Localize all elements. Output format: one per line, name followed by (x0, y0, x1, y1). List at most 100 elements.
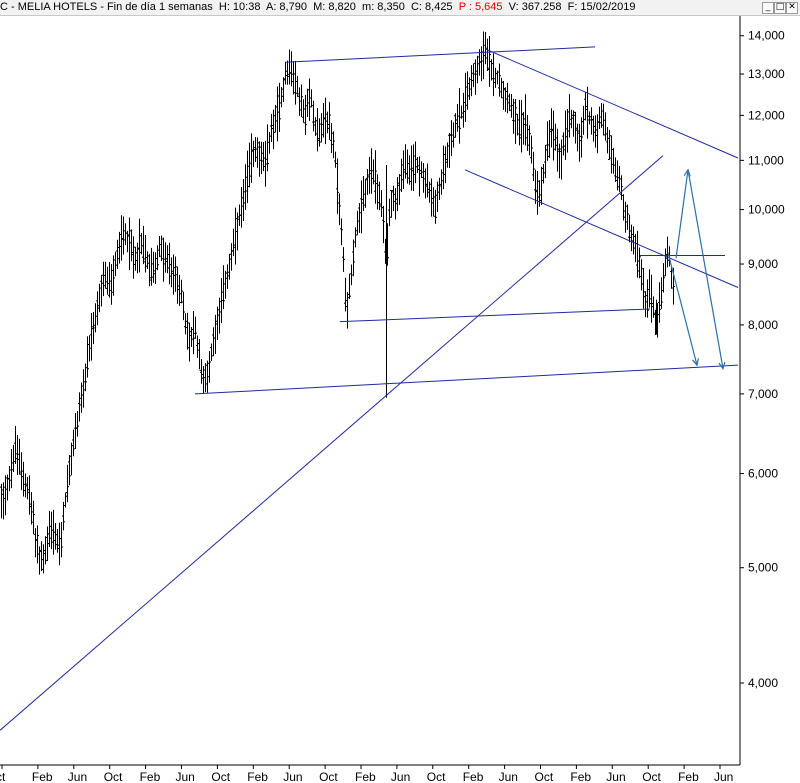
price-bar (162, 237, 165, 282)
change-value: P : 5,645 (458, 1, 503, 13)
price-bar (658, 282, 661, 323)
price-bar (468, 77, 471, 100)
price-bar (192, 311, 195, 355)
trendline (484, 48, 739, 159)
price-bar (300, 84, 303, 118)
price-bar (274, 104, 277, 133)
price-bar (574, 111, 577, 144)
price-bar (24, 473, 27, 498)
price-bar (374, 150, 377, 204)
close-button[interactable]: ✕ (786, 2, 798, 14)
price-bar (442, 145, 445, 190)
price-bar (78, 392, 81, 422)
price-bar (526, 115, 529, 151)
price-bar (666, 236, 669, 268)
price-bar (412, 144, 415, 192)
price-bar (158, 236, 161, 258)
price-bar (38, 546, 41, 575)
price-bar (96, 291, 99, 326)
price-bar (634, 233, 637, 263)
price-bar (126, 230, 129, 253)
price-bar (486, 38, 489, 72)
price-bar (120, 215, 123, 261)
price-bar (202, 365, 205, 393)
price-bar (610, 135, 613, 174)
price-bar (356, 210, 359, 236)
price-bar (170, 257, 173, 288)
trendline (464, 169, 739, 288)
price-bar (594, 115, 597, 148)
price-bar (408, 155, 411, 185)
minimize-button[interactable]: _ (762, 2, 774, 14)
price-bar (502, 80, 505, 110)
price-bar (286, 60, 289, 85)
price-bar (320, 113, 323, 143)
x-axis: ct Feb Jun Oct Feb Jun Oct Feb Jun Oct Feb Jun Oct Fe… (0, 764, 740, 783)
price-bar (108, 261, 111, 298)
price-bar (564, 110, 567, 160)
price-bar (214, 314, 217, 355)
price-bar (60, 522, 63, 558)
price-bar (478, 49, 481, 76)
price-bar (576, 123, 579, 152)
price-bar (138, 218, 141, 273)
price-bar (410, 145, 413, 191)
arrow-head (718, 361, 726, 371)
price-bar (12, 444, 15, 473)
price-bar (232, 228, 235, 257)
x-tick-label: Feb (140, 770, 161, 783)
price-bar (616, 160, 619, 191)
price-bar (628, 214, 631, 243)
price-bar (180, 279, 183, 304)
y-tick-label: 7,000 (748, 387, 778, 401)
price-bar (150, 247, 153, 286)
price-bar (452, 122, 455, 148)
price-bar (52, 509, 55, 555)
price-bar (568, 94, 571, 138)
price-bar (444, 146, 447, 184)
price-bar (72, 429, 75, 457)
price-bar (456, 103, 459, 132)
restore-button[interactable]: □ (774, 2, 786, 14)
price-bar (360, 180, 363, 234)
price-bar (102, 261, 105, 297)
price-bar (366, 169, 369, 195)
price-bar (446, 142, 449, 168)
price-bar (342, 247, 345, 272)
price-bar (132, 236, 135, 279)
price-bar (362, 175, 365, 212)
price-bar (582, 105, 585, 135)
price-bar (94, 303, 97, 333)
price-bar (182, 291, 185, 321)
price-bar (216, 306, 219, 341)
price-bar (244, 164, 247, 211)
price-bar (428, 181, 431, 203)
x-tick-label: Jun (283, 770, 302, 783)
price-bar (6, 474, 9, 501)
volume-value: V: 367.258 (508, 1, 562, 13)
price-bar (56, 529, 59, 553)
price-bar (262, 141, 265, 172)
price-bar (600, 103, 603, 128)
price-bar (198, 338, 201, 371)
price-bar (458, 88, 461, 144)
price-bar (42, 544, 45, 574)
x-tick-label: Jun (68, 770, 87, 783)
price-bar (62, 501, 65, 531)
price-bar (460, 105, 463, 119)
price-bar (32, 500, 35, 535)
price-bar (436, 181, 439, 213)
price-bar (358, 202, 361, 233)
price-bar (224, 270, 227, 299)
price-bar (208, 351, 211, 383)
price-bar (258, 141, 261, 177)
price-bar (368, 156, 371, 194)
price-bar (340, 218, 343, 246)
price-bar (260, 141, 263, 175)
price-bar (328, 102, 331, 140)
price-bar (550, 108, 553, 148)
price-bar (134, 246, 137, 271)
price-bar (40, 541, 43, 572)
price-bar (294, 60, 297, 105)
